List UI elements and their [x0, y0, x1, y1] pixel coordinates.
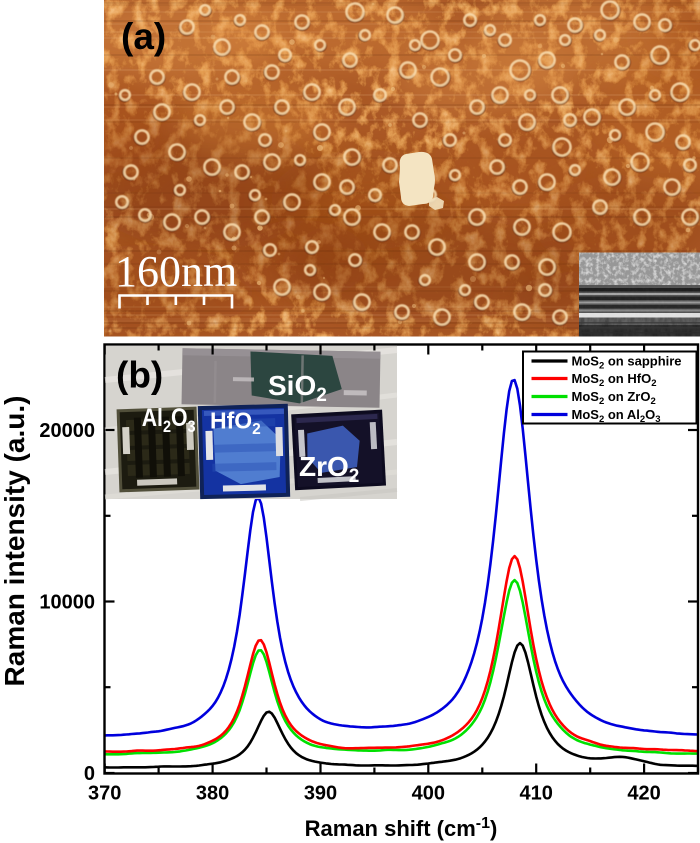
svg-text:370: 370 — [88, 783, 121, 805]
svg-text:390: 390 — [304, 783, 337, 805]
svg-text:400: 400 — [412, 783, 445, 805]
svg-text:0: 0 — [84, 763, 95, 785]
svg-text:Raman shift (cm-1): Raman shift (cm-1) — [305, 815, 498, 841]
svg-text:MoS2 on HfO2: MoS2 on HfO2 — [572, 371, 657, 389]
svg-text:(a): (a) — [121, 16, 166, 57]
svg-text:410: 410 — [520, 783, 553, 805]
svg-text:MoS2 on Al2O3: MoS2 on Al2O3 — [572, 407, 661, 425]
svg-text:380: 380 — [196, 783, 229, 805]
svg-text:20000: 20000 — [39, 420, 95, 442]
svg-text:420: 420 — [627, 783, 660, 805]
svg-text:10000: 10000 — [39, 592, 95, 614]
svg-text:160nm: 160nm — [115, 247, 237, 296]
svg-text:(b): (b) — [116, 355, 163, 396]
svg-text:MoS2 on ZrO2: MoS2 on ZrO2 — [572, 389, 656, 407]
svg-text:Raman intensity (a.u.): Raman intensity (a.u.) — [0, 396, 30, 687]
